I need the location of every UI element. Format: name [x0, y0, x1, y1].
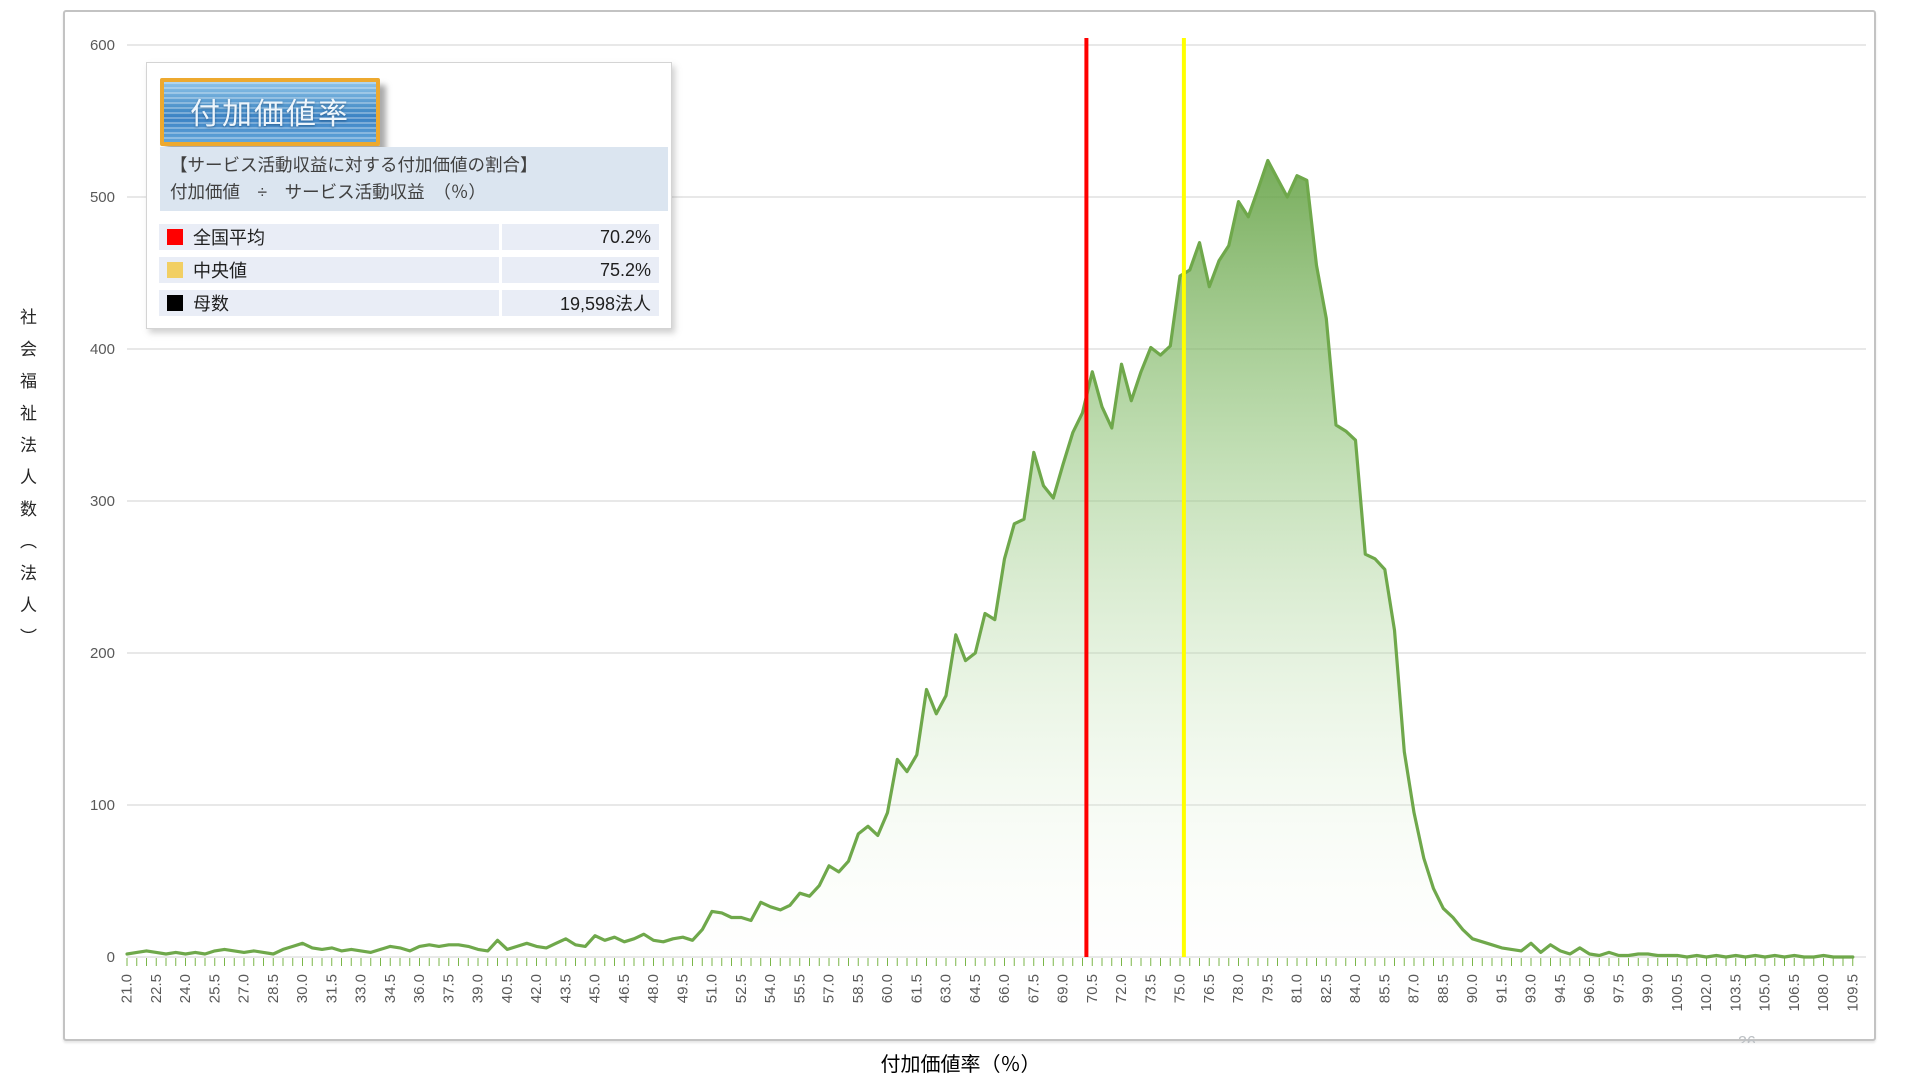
svg-text:84.0: 84.0 [1347, 974, 1364, 1003]
svg-text:0: 0 [107, 949, 115, 966]
svg-text:79.5: 79.5 [1259, 974, 1276, 1003]
svg-text:42.0: 42.0 [528, 974, 545, 1003]
svg-text:75.0: 75.0 [1172, 974, 1189, 1003]
svg-text:69.0: 69.0 [1055, 974, 1072, 1003]
svg-text:54.0: 54.0 [762, 974, 779, 1003]
svg-text:36.0: 36.0 [411, 974, 428, 1003]
svg-text:37.5: 37.5 [440, 974, 457, 1003]
svg-text:600: 600 [90, 37, 115, 54]
svg-text:102.0: 102.0 [1698, 974, 1715, 1012]
population-color-swatch [167, 295, 183, 311]
svg-text:82.5: 82.5 [1318, 974, 1335, 1003]
y-axis-title: 社会福祉法人数（法人） [17, 308, 36, 660]
legend-label: 母数 [193, 294, 229, 314]
legend-row-mean: 全国平均 70.2% [159, 224, 659, 250]
median-color-swatch [167, 262, 183, 278]
svg-text:52.5: 52.5 [733, 974, 750, 1003]
legend-value: 70.2% [502, 224, 659, 250]
svg-text:51.0: 51.0 [704, 974, 721, 1003]
legend-value: 75.2% [502, 257, 659, 283]
svg-text:400: 400 [90, 341, 115, 358]
legend-label: 中央値 [193, 261, 247, 281]
svg-text:34.5: 34.5 [382, 974, 399, 1003]
legend-label: 全国平均 [193, 228, 265, 248]
svg-text:105.0: 105.0 [1757, 974, 1774, 1012]
svg-text:76.5: 76.5 [1201, 974, 1218, 1003]
legend-rows: 全国平均 70.2% 中央値 75.2% 母数 19,598法人 [159, 224, 659, 323]
mean-color-swatch [167, 229, 183, 245]
svg-text:64.5: 64.5 [967, 974, 984, 1003]
legend-row-median: 中央値 75.2% [159, 257, 659, 283]
svg-text:70.5: 70.5 [1084, 974, 1101, 1003]
svg-text:33.0: 33.0 [353, 974, 370, 1003]
chart-title-badge: 付加価値率 [160, 78, 380, 146]
svg-text:94.5: 94.5 [1552, 974, 1569, 1003]
svg-text:73.5: 73.5 [1142, 974, 1159, 1003]
chart-subtitle-line2: 付加価値 ÷ サービス活動収益 （％） [170, 182, 486, 202]
svg-text:67.5: 67.5 [1025, 974, 1042, 1003]
svg-text:87.0: 87.0 [1406, 974, 1423, 1003]
svg-text:21.0: 21.0 [119, 974, 136, 1003]
legend-row-population: 母数 19,598法人 [159, 290, 659, 316]
svg-text:58.5: 58.5 [850, 974, 867, 1003]
chart-subtitle-line1: 【サービス活動収益に対する付加価値の割合】 [170, 155, 538, 175]
svg-text:108.0: 108.0 [1815, 974, 1832, 1012]
svg-text:45.0: 45.0 [587, 974, 604, 1003]
svg-text:48.0: 48.0 [645, 974, 662, 1003]
svg-text:66.0: 66.0 [996, 974, 1013, 1003]
svg-text:40.5: 40.5 [499, 974, 516, 1003]
svg-text:61.5: 61.5 [908, 974, 925, 1003]
svg-text:27.0: 27.0 [236, 974, 253, 1003]
svg-text:97.5: 97.5 [1610, 974, 1627, 1003]
svg-text:49.5: 49.5 [674, 974, 691, 1003]
svg-text:91.5: 91.5 [1493, 974, 1510, 1003]
svg-text:43.5: 43.5 [557, 974, 574, 1003]
svg-text:46.5: 46.5 [616, 974, 633, 1003]
page-number: 26 [1738, 1035, 1778, 1043]
svg-text:200: 200 [90, 645, 115, 662]
svg-text:72.0: 72.0 [1113, 974, 1130, 1003]
svg-text:103.5: 103.5 [1727, 974, 1744, 1012]
x-axis-title: 付加価値率（％） [880, 1054, 1041, 1076]
svg-text:99.0: 99.0 [1640, 974, 1657, 1003]
legend-value: 19,598法人 [502, 290, 659, 316]
svg-text:96.0: 96.0 [1581, 974, 1598, 1003]
svg-text:25.5: 25.5 [206, 974, 223, 1003]
svg-text:78.0: 78.0 [1230, 974, 1247, 1003]
svg-text:22.5: 22.5 [148, 974, 165, 1003]
svg-text:28.5: 28.5 [265, 974, 282, 1003]
svg-text:90.0: 90.0 [1464, 974, 1481, 1003]
histogram-chart: 0 100 200 300 400 500 600 21.0 22.5 24.0 25.5 27.0 2… [90, 37, 1866, 1012]
svg-text:93.0: 93.0 [1523, 974, 1540, 1003]
svg-text:57.0: 57.0 [821, 974, 838, 1003]
svg-text:100.5: 100.5 [1669, 974, 1686, 1012]
svg-text:500: 500 [90, 189, 115, 206]
legend-panel: 付加価値率 【サービス活動収益に対する付加価値の割合】 付加価値 ÷ サービス活… [146, 62, 672, 329]
chart-subtitle-box: 【サービス活動収益に対する付加価値の割合】 付加価値 ÷ サービス活動収益 （％… [160, 147, 668, 211]
svg-text:31.5: 31.5 [323, 974, 340, 1003]
svg-text:106.5: 106.5 [1786, 974, 1803, 1012]
svg-text:100: 100 [90, 797, 115, 814]
svg-text:81.0: 81.0 [1289, 974, 1306, 1003]
svg-text:88.5: 88.5 [1435, 974, 1452, 1003]
svg-text:60.0: 60.0 [879, 974, 896, 1003]
svg-text:109.5: 109.5 [1844, 974, 1861, 1012]
svg-text:55.5: 55.5 [791, 974, 808, 1003]
svg-text:63.0: 63.0 [938, 974, 955, 1003]
svg-text:300: 300 [90, 493, 115, 510]
svg-text:24.0: 24.0 [177, 974, 194, 1003]
svg-text:30.0: 30.0 [294, 974, 311, 1003]
svg-text:85.5: 85.5 [1376, 974, 1393, 1003]
svg-text:39.0: 39.0 [470, 974, 487, 1003]
